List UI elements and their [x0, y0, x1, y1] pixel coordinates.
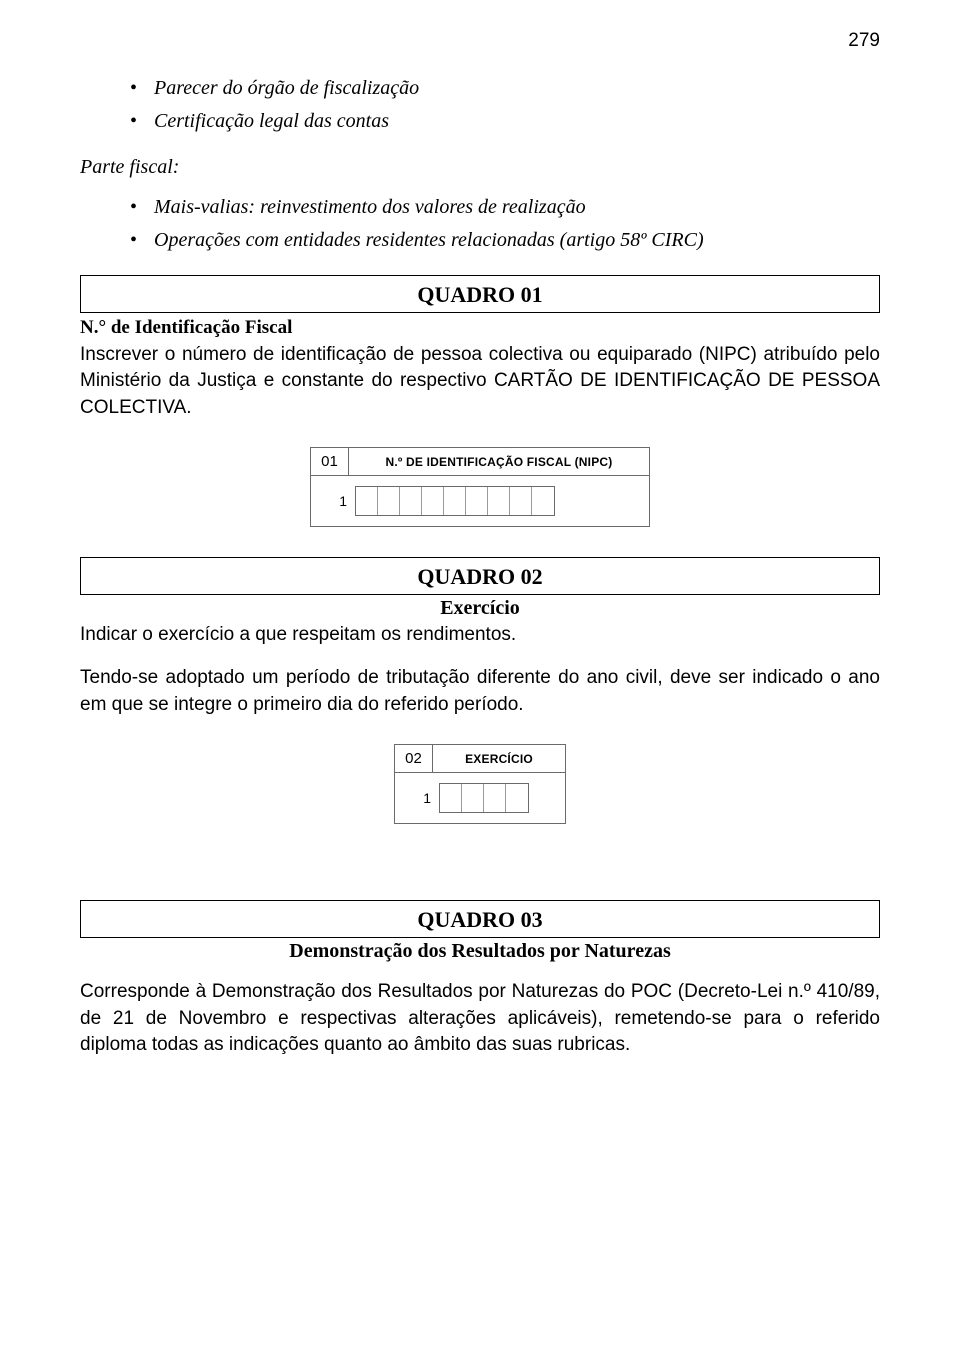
input-cell[interactable] — [400, 487, 422, 515]
fiscal-bullet-list: Mais-valias: reinvestimento dos valores … — [80, 193, 880, 255]
quadro02-text2: Tendo-se adoptado um período de tributaç… — [80, 665, 880, 718]
form-header: 01 N.º DE IDENTIFICAÇÃO FISCAL (NIPC) — [311, 448, 649, 476]
quadro02-text1: Indicar o exercício a que respeitam os r… — [80, 622, 880, 649]
form-header-num: 01 — [311, 448, 349, 475]
input-cell[interactable] — [462, 784, 484, 812]
quadro01-subtitle: N.° de Identificação Fiscal — [80, 317, 292, 338]
input-cell[interactable] — [506, 784, 528, 812]
form-header-title: EXERCÍCIO — [433, 745, 565, 772]
form-outer: 02 EXERCÍCIO 1 — [394, 744, 566, 824]
exercicio-cells[interactable] — [439, 783, 529, 813]
form-outer: 01 N.º DE IDENTIFICAÇÃO FISCAL (NIPC) 1 — [310, 447, 650, 527]
quadro03-text: Corresponde à Demonstração dos Resultado… — [80, 979, 880, 1059]
input-cell[interactable] — [422, 487, 444, 515]
parte-fiscal-label: Parte fiscal: — [80, 156, 880, 179]
list-item: Parecer do órgão de fiscalização — [130, 74, 880, 103]
form-body: 1 — [311, 476, 649, 526]
list-item: Mais-valias: reinvestimento dos valores … — [130, 193, 880, 222]
quadro03-subtitle: Demonstração dos Resultados por Natureza… — [80, 940, 880, 963]
quadro01-heading-box: QUADRO 01 — [80, 275, 880, 313]
input-cell[interactable] — [484, 784, 506, 812]
form-header-title: N.º DE IDENTIFICAÇÃO FISCAL (NIPC) — [349, 448, 649, 475]
spacer — [80, 854, 880, 890]
spacer — [80, 649, 880, 663]
form-header: 02 EXERCÍCIO — [395, 745, 565, 773]
form-header-num: 02 — [395, 745, 433, 772]
input-cell[interactable] — [378, 487, 400, 515]
form-row-num: 1 — [409, 790, 431, 806]
quadro02-heading-box: QUADRO 02 — [80, 557, 880, 595]
quadro01-body: N.° de Identificação Fiscal Inscrever o … — [80, 315, 880, 421]
quadro02-form: 02 EXERCÍCIO 1 — [394, 744, 566, 824]
form-row-num: 1 — [325, 493, 347, 509]
nipc-cells[interactable] — [355, 486, 555, 516]
spacer — [80, 963, 880, 977]
input-cell[interactable] — [532, 487, 554, 515]
quadro03-heading-box: QUADRO 03 — [80, 900, 880, 938]
input-cell[interactable] — [440, 784, 462, 812]
list-item: Certificação legal das contas — [130, 107, 880, 136]
page-number: 279 — [80, 30, 880, 52]
quadro02-subtitle: Exercício — [80, 597, 880, 620]
input-cell[interactable] — [510, 487, 532, 515]
quadro01-form: 01 N.º DE IDENTIFICAÇÃO FISCAL (NIPC) 1 — [310, 447, 650, 527]
input-cell[interactable] — [356, 487, 378, 515]
input-cell[interactable] — [466, 487, 488, 515]
list-item: Operações com entidades residentes relac… — [130, 226, 880, 255]
form-body: 1 — [395, 773, 565, 823]
top-bullet-list: Parecer do órgão de fiscalização Certifi… — [80, 74, 880, 136]
quadro01-text: Inscrever o número de identificação de p… — [80, 344, 880, 418]
input-cell[interactable] — [488, 487, 510, 515]
input-cell[interactable] — [444, 487, 466, 515]
